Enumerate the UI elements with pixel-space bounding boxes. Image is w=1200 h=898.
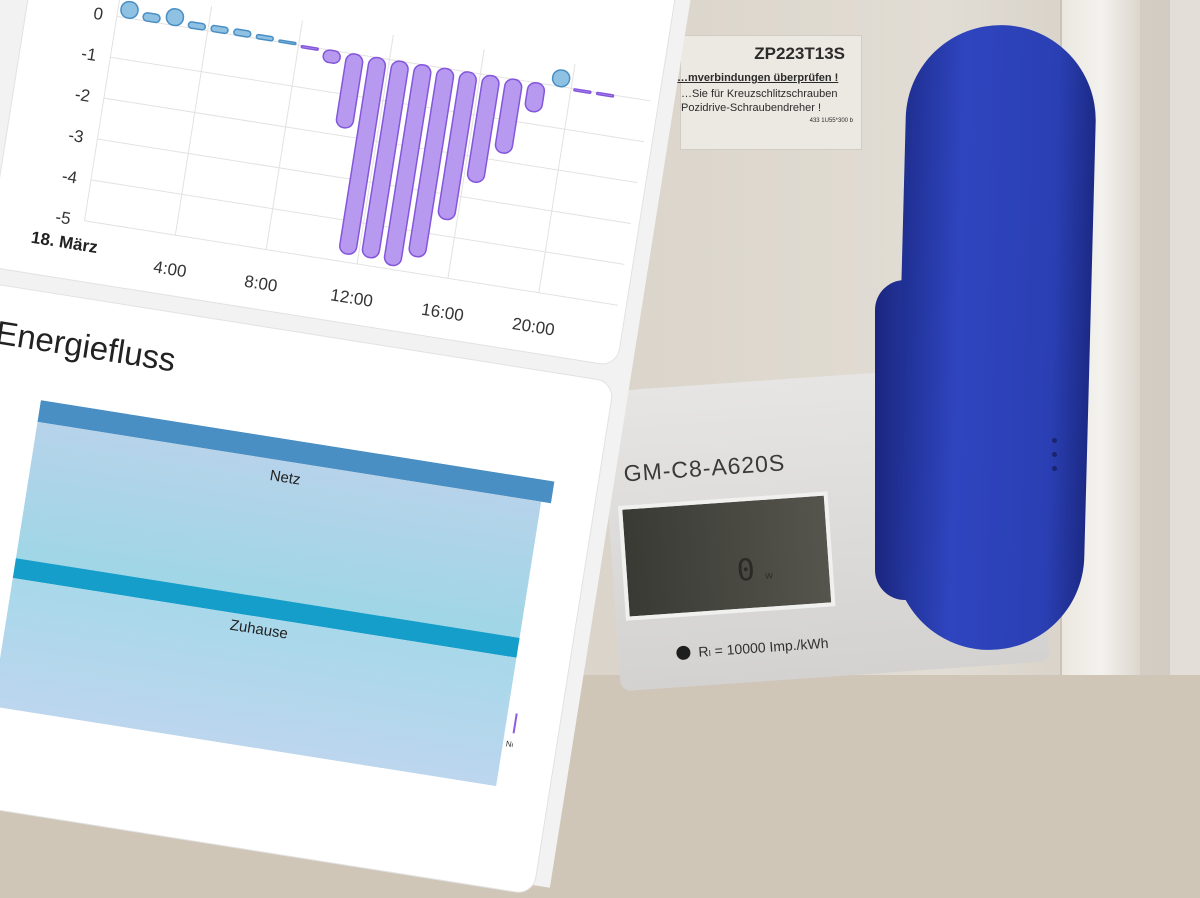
y-tick-label: 0 — [92, 4, 104, 24]
led-icon — [1052, 438, 1057, 443]
chart-bar — [339, 56, 387, 255]
chart-bar — [494, 78, 523, 154]
y-tick-label: -4 — [61, 166, 79, 187]
grid-line — [447, 49, 485, 279]
meter-rate: Rₗ = 10000 Imp./kWh — [697, 634, 829, 660]
grid-line — [538, 63, 576, 293]
energy-bar-chart: 0 -1 -2 -3 -4 -518. März 4:00 8:00 12:00 16:00 20:… — [30, 0, 667, 340]
chart-bar — [187, 21, 207, 31]
chart-bar — [335, 53, 364, 129]
x-tick-label: 12:00 — [329, 285, 374, 310]
lcd-unit: W — [764, 571, 774, 581]
chart-bar — [165, 8, 185, 27]
led-icon — [1052, 466, 1057, 471]
energy-flow-card: Energiefluss Netz Zuhause Netz — [0, 281, 615, 896]
x-axis-date: 18. März — [30, 228, 99, 257]
x-tick-label: 4:00 — [152, 257, 188, 281]
chart-bar — [383, 63, 432, 267]
chart-bar — [551, 69, 571, 88]
grid-line — [174, 6, 213, 236]
led-icon — [1052, 452, 1057, 457]
sticker-line: Pozidrive-Schraubendreher ! — [681, 102, 822, 114]
chart-bar — [278, 39, 297, 46]
card-title: Energiefluss — [0, 313, 179, 379]
grid-line — [356, 34, 394, 265]
chart-bar — [437, 71, 477, 221]
chart-bar — [408, 67, 455, 258]
chart-bar — [120, 0, 139, 20]
ir-reader-device — [891, 22, 1099, 653]
warning-sticker: ZP223T13S …mverbindungen überprüfen ! …S… — [677, 35, 862, 150]
chart-bar — [573, 88, 592, 95]
meter-display: 0 W — [617, 491, 836, 621]
sticker-small: 433 1U55*300 b — [809, 118, 853, 124]
lcd-value: 0 — [735, 552, 757, 589]
sticker-line: …Sie für Kreuzschlitzschrauben — [681, 88, 838, 100]
grid-line — [83, 0, 122, 221]
grid-export-node[interactable] — [512, 713, 523, 735]
chart-bar — [210, 24, 229, 35]
y-tick-label: -3 — [67, 126, 85, 147]
chart-bar — [595, 91, 615, 98]
grid-line — [84, 220, 618, 306]
meter-photo: ZP223T13S …mverbindungen überprüfen ! …S… — [560, 0, 1200, 692]
meter-model: GM-C8-A620S — [622, 449, 787, 487]
chart-bar — [233, 28, 252, 38]
grid-line — [265, 20, 303, 250]
chart-bar — [322, 49, 341, 64]
sticker-warning: …mverbindungen überprüfen ! — [677, 72, 839, 84]
cabinet-edge — [1170, 0, 1200, 675]
chart-bar — [142, 12, 161, 24]
y-tick-label: -5 — [54, 207, 72, 228]
x-tick-label: 8:00 — [243, 272, 279, 296]
sticker-code: ZP223T13S — [754, 44, 845, 63]
chart-bar — [361, 60, 409, 259]
chart-bar — [524, 81, 546, 113]
x-tick-label: 20:00 — [511, 314, 556, 339]
chart-bar — [300, 44, 319, 51]
phone-screenshot: 0 -1 -2 -3 -4 -5 18. März 4:00 8:00 12:00 16:00 20:… — [0, 0, 691, 896]
chart-bar — [255, 33, 275, 42]
chart-card: 0 -1 -2 -3 -4 -5 18. März 4:00 8:00 12:00 16:00 20:… — [0, 0, 679, 367]
x-tick-label: 16:00 — [420, 300, 465, 325]
y-tick-label: -1 — [80, 44, 98, 65]
grid-export-label: Netz — [505, 739, 523, 751]
chart-bar — [466, 74, 500, 183]
sankey-diagram: Netz Zuhause Netz — [0, 400, 555, 788]
y-tick-label: -2 — [74, 85, 92, 106]
